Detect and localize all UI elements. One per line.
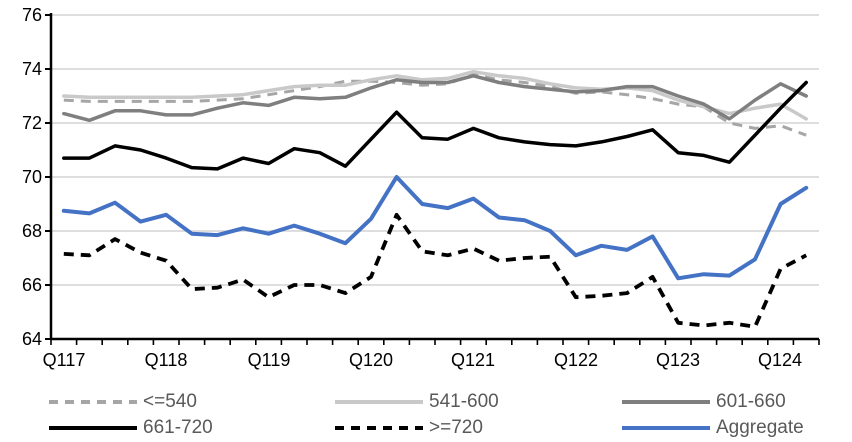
x-tick-label: Q124 <box>757 350 803 370</box>
legend-line-sample <box>335 400 423 404</box>
legend-line-sample <box>49 400 137 404</box>
legend-line-sample <box>622 400 710 404</box>
legend-line-sample <box>622 426 710 430</box>
y-tick-label: 66 <box>21 275 42 295</box>
legend-item-661-720: 661-720 <box>48 416 213 440</box>
y-tick-label: 68 <box>21 221 42 241</box>
legend-line-sample <box>49 426 137 430</box>
legend-item-601-660: 601-660 <box>621 390 786 414</box>
y-tick-label: 72 <box>21 113 42 133</box>
legend-label: >=720 <box>429 417 483 438</box>
legend-label: <=540 <box>143 391 197 412</box>
x-tick-label: Q120 <box>348 350 394 370</box>
x-tick-label: Q119 <box>247 350 291 370</box>
x-tick-label: Q123 <box>655 350 701 370</box>
legend-label: 601-660 <box>716 391 786 412</box>
y-tick-label: 76 <box>21 5 42 25</box>
legend-item-ge720: >=720 <box>334 416 483 440</box>
legend-line-sample <box>335 426 423 430</box>
y-tick-label: 70 <box>21 167 42 187</box>
x-tick-label: Q122 <box>553 350 599 370</box>
legend-label: Aggregate <box>716 417 804 438</box>
legend-item-le540: <=540 <box>48 390 197 414</box>
legend-item-541-600: 541-600 <box>334 390 499 414</box>
x-tick-label: Q118 <box>144 350 188 370</box>
legend-label: 661-720 <box>143 417 213 438</box>
legend-item-aggregate: Aggregate <box>621 416 804 440</box>
legend-label: 541-600 <box>429 391 499 412</box>
x-tick-label: Q121 <box>450 350 496 370</box>
y-tick-label: 74 <box>21 59 42 79</box>
y-tick-label: 64 <box>21 329 42 349</box>
x-tick-label: Q117 <box>42 350 86 370</box>
